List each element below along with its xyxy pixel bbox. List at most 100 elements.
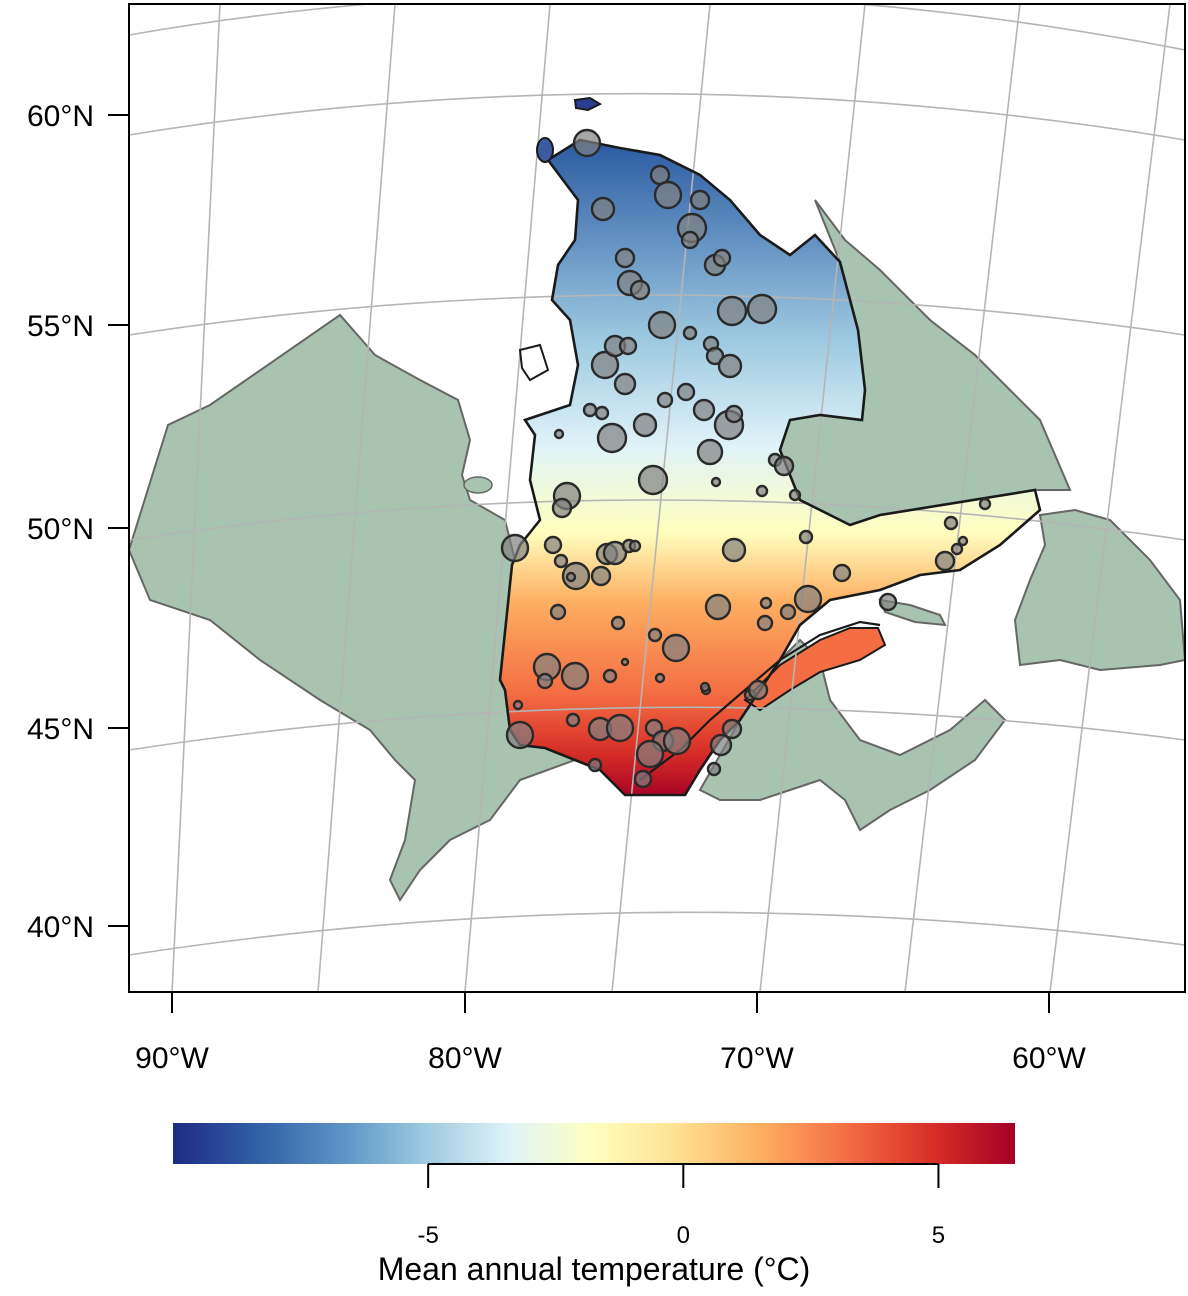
lat-label-40: 40°N [27,911,94,944]
station-marker [696,438,724,466]
station-marker [705,346,725,366]
station-marker [724,404,744,424]
lat-label-60: 60°N [27,100,94,133]
lat-label-55: 55°N [27,310,94,343]
station-marker [512,699,524,711]
newfoundland-land [1013,508,1185,672]
station-marker [610,615,626,631]
station-marker [549,603,567,621]
station-marker [706,761,722,777]
station-marker [656,391,674,409]
station-marker [602,540,628,566]
station-marker [978,497,992,511]
station-marker [716,295,748,327]
station-marker [500,533,530,563]
station-marker [798,529,814,545]
station-marker [756,614,774,632]
station-marker [590,350,620,380]
station-marker [565,571,577,583]
station-marker [572,128,602,158]
station-marker [721,537,747,563]
station-marker [590,196,616,222]
station-marker [632,412,658,438]
station-marker [560,661,590,691]
station-marker [721,718,743,740]
lon-label-80: 80°W [428,1042,502,1075]
station-marker [587,757,603,773]
station-marker [943,515,959,531]
station-marker [605,713,635,743]
station-marker [712,248,732,268]
station-marker [676,382,696,402]
lon-label-70: 70°W [720,1042,794,1075]
station-marker [878,592,898,612]
station-marker [647,627,663,643]
station-marker [709,733,733,757]
station-marker [957,535,969,547]
station-marker [704,593,732,621]
station-marker [594,405,610,421]
station-marker [746,293,778,325]
station-marker [565,712,581,728]
station-marker [551,497,573,519]
station-marker [553,428,565,440]
station-marker [689,189,711,211]
colorbar-tick-label: 0 [677,1222,690,1249]
station-marker [832,563,852,583]
islands [463,96,603,494]
station-marker [629,279,651,301]
station-marker [505,720,535,750]
colorbar: -5 0 5 Mean annual temperature (°C) [173,1123,1015,1287]
station-marker [654,672,666,684]
colorbar-gradient [173,1123,1015,1164]
station-marker [934,550,956,572]
station-marker [788,488,802,502]
station-marker [692,398,716,422]
lon-label-90: 90°W [135,1042,209,1075]
station-marker [773,455,795,477]
colorbar-tick-label: 5 [932,1222,945,1249]
station-marker [717,353,743,379]
gaspe-peninsula [743,627,887,712]
colorbar-tick-label: -5 [417,1222,438,1249]
station-marker [582,402,598,418]
station-marker [747,679,769,701]
station-marker [635,739,665,769]
station-marker [596,422,628,454]
lat-label-45: 45°N [27,713,94,746]
station-marker [618,336,638,356]
station-marker [647,310,677,340]
station-marker [680,230,700,250]
station-marker [755,484,769,498]
station-marker [614,247,636,269]
station-marker [590,565,612,587]
plot-frame [128,3,1186,993]
anticosti-island [878,598,947,627]
station-marker [950,542,964,556]
station-marker [793,584,823,614]
lat-label-50: 50°N [27,513,94,546]
lon-label-60: 60°W [1012,1042,1086,1075]
station-marker [637,464,669,496]
station-marker [633,769,653,789]
station-marker [553,553,569,569]
station-marker [620,657,630,667]
station-marker [710,476,722,488]
station-marker [543,535,563,555]
station-marker [759,596,773,610]
station-marker [628,539,642,553]
station-marker [661,633,691,663]
lat-axis: 60°N 55°N 50°N 45°N 40°N [27,100,129,944]
station-marker [662,726,692,756]
colorbar-ticks: -5 0 5 [417,1163,945,1249]
station-marker [779,603,797,621]
lon-axis: 90°W 80°W 70°W 60°W [135,992,1087,1075]
colorbar-title: Mean annual temperature (°C) [378,1251,811,1287]
station-marker [536,672,554,690]
station-marker [613,372,637,396]
station-marker [602,668,618,684]
station-markers [500,128,992,789]
station-marker [682,325,698,341]
station-marker [699,681,711,693]
